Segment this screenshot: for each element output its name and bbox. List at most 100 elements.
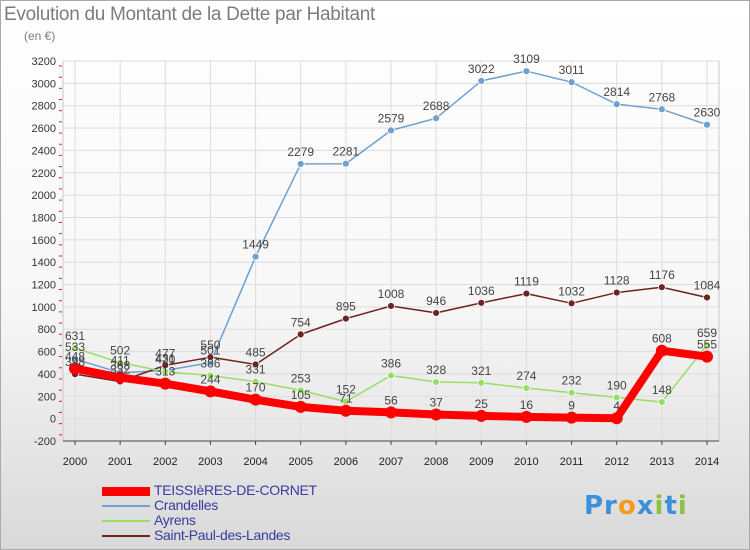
legend-swatch	[102, 535, 150, 537]
y-tick-label: 0	[50, 414, 56, 426]
data-point	[387, 302, 395, 310]
chart-title: Evolution du Montant de la Dette par Hab…	[4, 4, 375, 25]
data-point	[430, 408, 443, 421]
logo-letters: t	[664, 491, 678, 521]
data-point	[610, 412, 623, 425]
logo-letters: i	[654, 491, 665, 521]
data-label: 659	[697, 326, 717, 340]
logo-letters: i	[677, 491, 688, 521]
y-tick-label: 1200	[32, 280, 56, 292]
x-tick-label: 2014	[695, 456, 719, 468]
data-label: 152	[336, 383, 356, 397]
data-label: 3022	[468, 62, 495, 76]
data-label: 37	[429, 396, 443, 410]
legend-label: Ayrens	[154, 512, 196, 528]
data-label: 4	[613, 399, 620, 413]
data-label: 754	[291, 315, 311, 329]
data-label: 105	[291, 388, 311, 402]
data-label: 332	[110, 363, 130, 377]
data-label: 368	[110, 359, 130, 373]
data-point	[565, 411, 578, 424]
legend-label: TEISSIèRES-DE-CORNET	[154, 482, 317, 498]
data-label: 631	[65, 329, 85, 343]
data-label: 331	[246, 363, 266, 377]
data-point	[522, 67, 531, 76]
data-point	[296, 160, 305, 168]
data-label: 501	[200, 344, 220, 358]
logo-letters: o	[617, 491, 637, 521]
proxiti-logo: Proxiti	[584, 491, 688, 521]
legend-label: Crandelles	[154, 497, 218, 513]
y-tick-label: 400	[38, 369, 56, 381]
y-tick-label: 3200	[32, 56, 56, 68]
x-tick-label: 2008	[424, 456, 448, 468]
data-point	[339, 404, 352, 417]
data-point	[567, 299, 576, 308]
data-label: 502	[110, 344, 130, 358]
logo-letters: x	[636, 491, 655, 521]
data-label: 2279	[287, 145, 314, 159]
data-point	[206, 371, 215, 380]
data-label: 1036	[468, 284, 495, 298]
x-tick-label: 2009	[469, 456, 493, 468]
data-point	[657, 283, 666, 292]
data-label: 2579	[378, 111, 405, 125]
data-label: 25	[475, 397, 489, 411]
data-label: 1008	[378, 287, 405, 301]
y-tick-label: 2800	[32, 101, 56, 113]
y-tick-label: 800	[38, 324, 56, 336]
data-label: 431	[155, 351, 175, 365]
data-point	[522, 289, 531, 298]
data-point	[341, 314, 350, 323]
data-label: 386	[200, 357, 220, 371]
data-label: 533	[65, 340, 85, 354]
x-tick-label: 2007	[379, 456, 403, 468]
data-point	[432, 378, 441, 386]
data-point	[612, 393, 621, 402]
x-tick-label: 2012	[604, 456, 628, 468]
data-point	[477, 378, 486, 387]
data-label: 321	[471, 364, 491, 378]
data-point	[612, 288, 621, 297]
y-tick-label: 1000	[32, 302, 56, 314]
data-point	[657, 398, 666, 407]
data-label: 1084	[694, 278, 721, 292]
data-point	[296, 386, 305, 395]
data-point	[116, 358, 125, 367]
data-label: 1128	[604, 274, 630, 288]
data-label: 16	[520, 398, 534, 412]
data-point	[475, 409, 488, 422]
data-point	[522, 384, 531, 392]
data-label: 2688	[423, 99, 450, 113]
data-point	[114, 371, 127, 384]
data-point	[432, 114, 441, 123]
y-tick-label: 1600	[32, 235, 56, 247]
y-tick-label: 2400	[32, 145, 56, 157]
data-label: 398	[65, 355, 85, 369]
y-tick-label: 600	[38, 347, 56, 359]
y-tick-label: 1400	[32, 257, 56, 269]
data-label: 253	[291, 371, 311, 385]
legend-swatch	[102, 520, 150, 522]
x-tick-label: 2000	[63, 456, 87, 468]
unit-label: (en €)	[24, 29, 56, 43]
x-tick-label: 2006	[334, 456, 358, 468]
x-tick-label: 2005	[288, 456, 312, 468]
data-point	[251, 377, 260, 386]
legend-label: Saint-Paul-des-Landes	[154, 527, 291, 543]
x-tick-label: 2004	[243, 456, 267, 468]
data-point	[387, 371, 395, 380]
data-point	[69, 362, 81, 375]
data-label: 1119	[514, 275, 539, 289]
data-label: 170	[246, 381, 266, 395]
data-point	[703, 120, 711, 129]
data-point	[432, 309, 441, 317]
data-label: 9	[568, 399, 575, 413]
data-label: 477	[155, 346, 175, 360]
data-label: 420	[155, 353, 175, 367]
data-label: 190	[607, 378, 627, 392]
data-point	[612, 100, 621, 109]
data-point	[294, 400, 307, 413]
data-label: 148	[652, 383, 672, 397]
